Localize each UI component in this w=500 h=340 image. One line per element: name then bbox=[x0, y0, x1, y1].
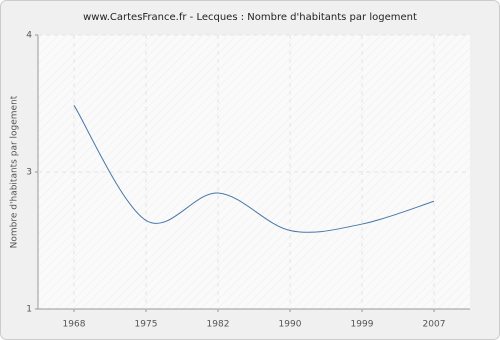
x-tick-label: 1975 bbox=[135, 320, 158, 330]
y-tick-label: 1 bbox=[26, 305, 32, 315]
y-axis-label: Nombre d'habitants par logement bbox=[10, 95, 20, 248]
y-tick-label: 4 bbox=[26, 31, 32, 41]
x-tick-label: 1990 bbox=[279, 320, 302, 330]
x-tick-label: 1999 bbox=[351, 320, 374, 330]
x-tick-label: 1982 bbox=[207, 320, 230, 330]
x-tick-label: 2007 bbox=[423, 320, 446, 330]
y-tick-label: 3 bbox=[26, 168, 32, 178]
x-tick-label: 1968 bbox=[63, 320, 86, 330]
data-line bbox=[73, 105, 435, 233]
chart-title: www.CartesFrance.fr - Lecques : Nombre d… bbox=[83, 12, 417, 23]
